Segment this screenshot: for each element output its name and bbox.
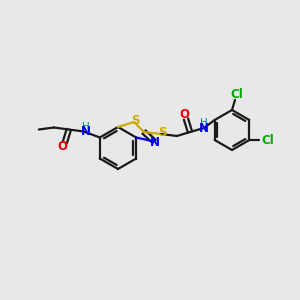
Text: O: O [58, 140, 68, 153]
Text: Cl: Cl [261, 134, 274, 146]
Text: H: H [200, 118, 208, 128]
Text: N: N [81, 125, 91, 138]
Text: N: N [150, 136, 160, 149]
Text: O: O [179, 109, 189, 122]
Text: H: H [82, 122, 90, 131]
Text: N: N [199, 122, 209, 134]
Text: S: S [131, 113, 139, 127]
Text: S: S [158, 127, 166, 140]
Text: Cl: Cl [231, 88, 243, 100]
